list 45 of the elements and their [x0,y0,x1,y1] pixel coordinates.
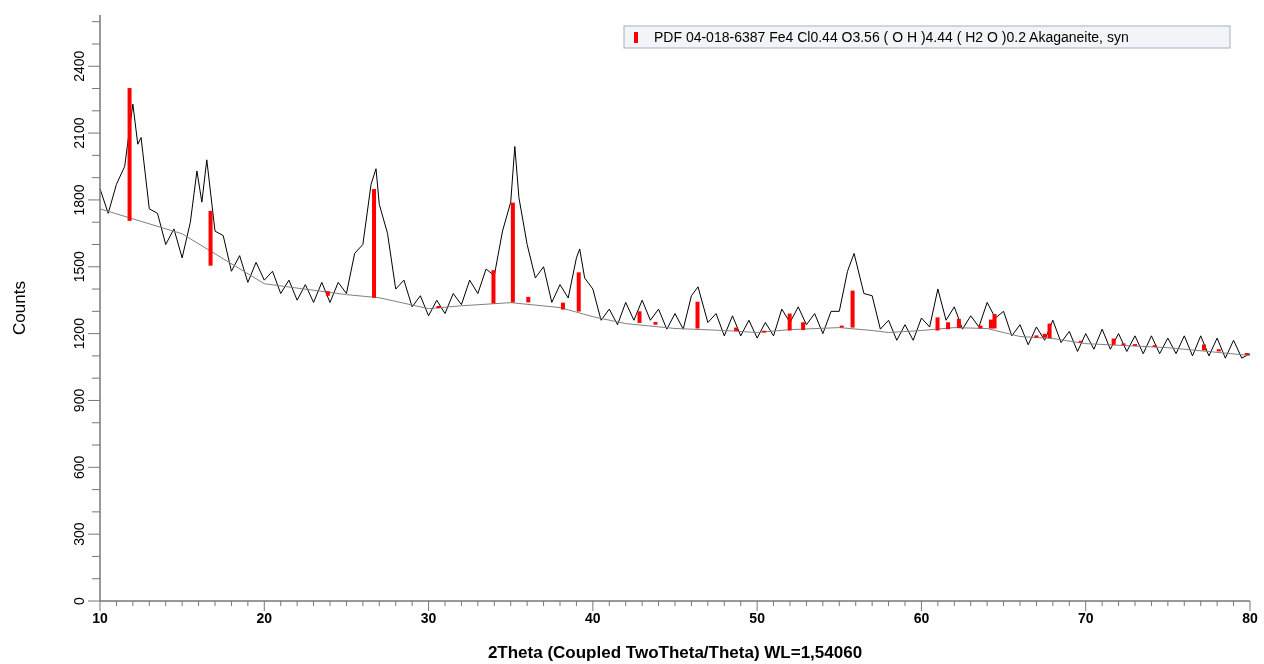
bar [734,327,739,331]
bar [850,290,855,328]
y-tick-label: 300 [71,522,87,546]
x-tick-label: 60 [913,610,930,626]
legend-label: PDF 04-018-6387 Fe4 Cl0.44 O3.56 ( O H )4.44 ( H2 O )0.2 Akaganeite, syn [654,29,1129,45]
bar [491,270,496,304]
bar [208,210,213,266]
x-tick-label: 20 [256,610,273,626]
x-tick-label: 40 [585,610,601,626]
bar [801,322,806,331]
line-series [99,103,1251,359]
bar [946,322,951,330]
y-tick-label: 600 [71,455,87,479]
bar [839,325,844,328]
bar [560,302,565,310]
bar [653,322,658,325]
bar [510,202,515,303]
y-tick-label: 0 [71,596,87,605]
bar [576,272,581,312]
bar [992,314,997,329]
x-tick-label: 50 [749,610,766,626]
bar [1111,338,1116,345]
x-tick-label: 80 [1242,610,1258,626]
bar [787,313,792,331]
x-tick-label: 70 [1077,610,1094,626]
y-axis-title: Counts [10,281,29,335]
bar [695,301,700,329]
y-tick-label: 2100 [71,117,87,149]
bar [637,311,642,323]
y-tick-label: 1800 [71,184,87,216]
y-tick-label: 2400 [71,50,87,82]
bar [372,189,377,298]
x-tick-label: 30 [420,610,437,626]
y-tick-label: 1500 [71,251,87,283]
bar [956,318,961,329]
bar [1034,335,1039,338]
bar [526,296,531,303]
x-axis-title: 2Theta (Coupled TwoTheta/Theta) WL=1,54060 [487,643,863,662]
bar [1047,323,1052,339]
y-tick-label: 900 [71,388,87,413]
x-tick-label: 10 [92,610,108,626]
bar [935,317,940,331]
y-tick-label: 1200 [71,317,87,350]
bar [127,88,132,221]
bar [325,291,330,296]
